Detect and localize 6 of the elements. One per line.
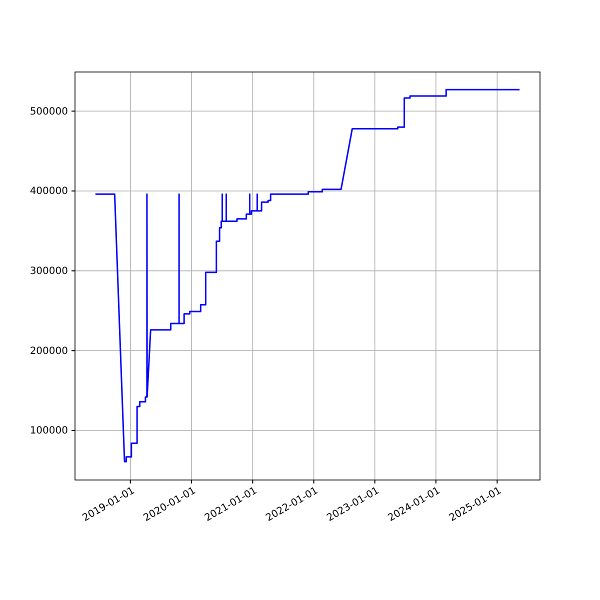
y-tick-label: 300000 bbox=[30, 266, 68, 278]
line-series bbox=[94, 88, 520, 462]
y-tick-label: 200000 bbox=[30, 346, 68, 357]
y-tick-label: 500000 bbox=[30, 106, 68, 118]
y-tick-label: 400000 bbox=[30, 186, 68, 198]
y-tick-label: 100000 bbox=[30, 426, 68, 437]
